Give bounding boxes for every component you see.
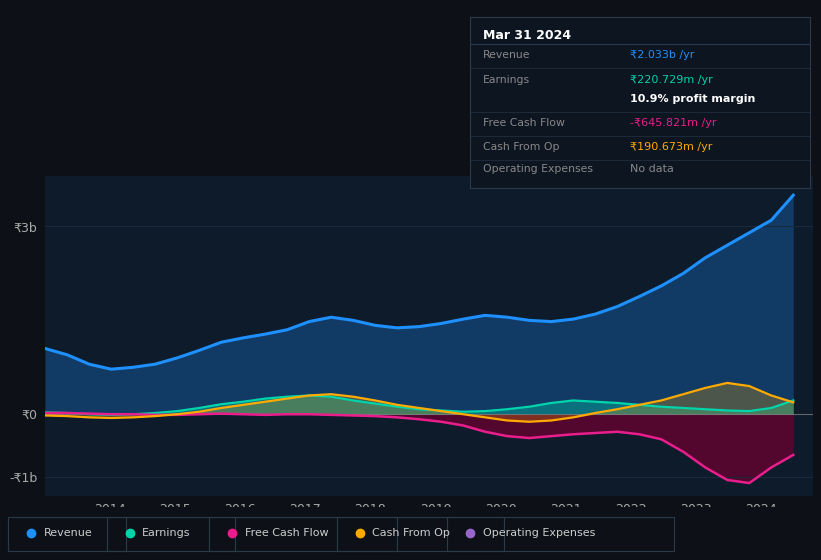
Text: Cash From Op: Cash From Op — [484, 142, 560, 152]
Text: No data: No data — [630, 164, 673, 174]
Text: ₹190.673m /yr: ₹190.673m /yr — [630, 142, 712, 152]
Text: Revenue: Revenue — [484, 49, 530, 59]
Text: Free Cash Flow: Free Cash Flow — [484, 118, 565, 128]
Text: Cash From Op: Cash From Op — [372, 529, 450, 538]
Text: Free Cash Flow: Free Cash Flow — [245, 529, 328, 538]
Text: ₹220.729m /yr: ₹220.729m /yr — [630, 75, 713, 85]
Text: Operating Expenses: Operating Expenses — [483, 529, 595, 538]
Text: Operating Expenses: Operating Expenses — [484, 164, 594, 174]
Text: Mar 31 2024: Mar 31 2024 — [484, 29, 571, 42]
Text: Earnings: Earnings — [142, 529, 190, 538]
Text: -₹645.821m /yr: -₹645.821m /yr — [630, 118, 716, 128]
Text: Revenue: Revenue — [44, 529, 92, 538]
Text: ₹2.033b /yr: ₹2.033b /yr — [630, 49, 694, 59]
Text: 10.9% profit margin: 10.9% profit margin — [630, 94, 755, 104]
Text: Earnings: Earnings — [484, 75, 530, 85]
